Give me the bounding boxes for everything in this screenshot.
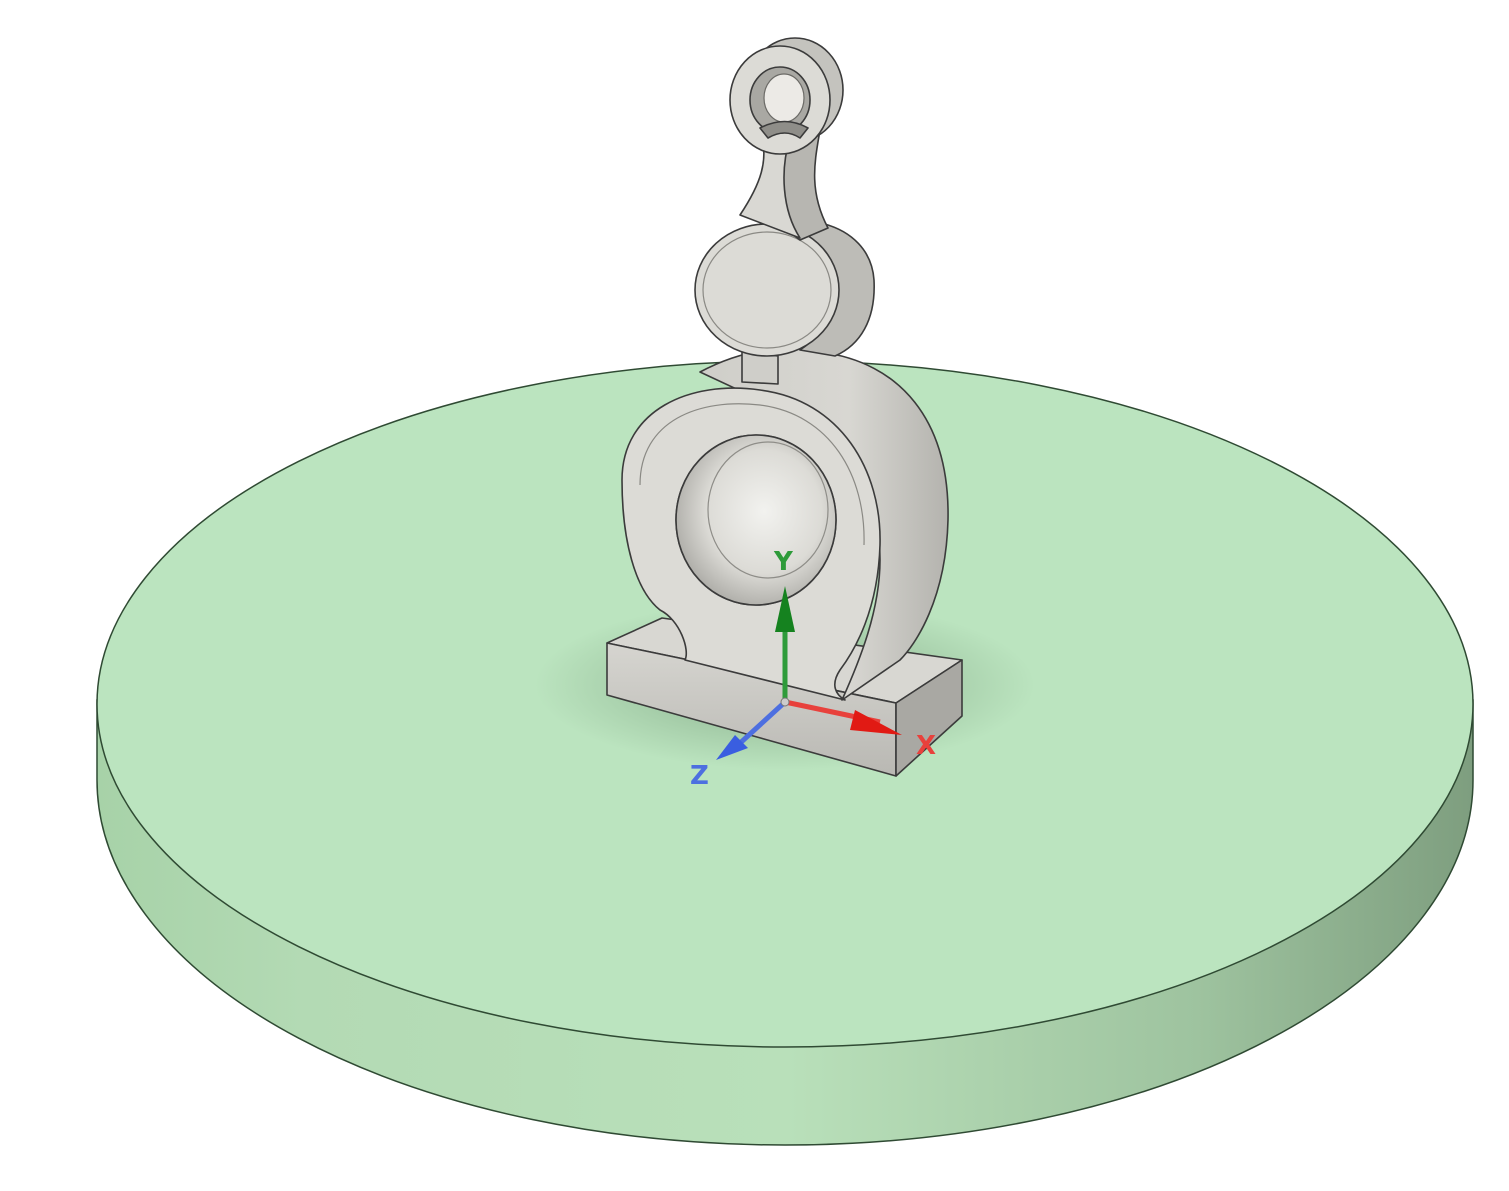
x-axis-arrow: [850, 710, 902, 735]
top-loop-hole-inner: [763, 73, 805, 123]
z-axis-line: [736, 700, 787, 747]
top-loop-notch: [759, 120, 809, 139]
y-axis-label: Y: [773, 547, 794, 577]
stem-front: [739, 129, 801, 239]
z-axis-arrow: [716, 735, 748, 760]
y-axis-arrow: [775, 586, 795, 632]
neck-block: [741, 351, 779, 385]
triad-origin: [780, 697, 790, 707]
ring-face-lip: [639, 403, 865, 546]
ring-bore-inner: [707, 441, 829, 579]
part-base-side: [895, 659, 963, 777]
ring-bore: [675, 434, 837, 606]
z-axis-label: Z: [690, 761, 709, 791]
disk-front-rim: [702, 231, 832, 349]
part-model[interactable]: [606, 37, 963, 777]
disk-front: [694, 223, 840, 357]
axis-triad[interactable]: Y X Z: [690, 547, 936, 791]
x-axis-label: X: [916, 731, 936, 761]
